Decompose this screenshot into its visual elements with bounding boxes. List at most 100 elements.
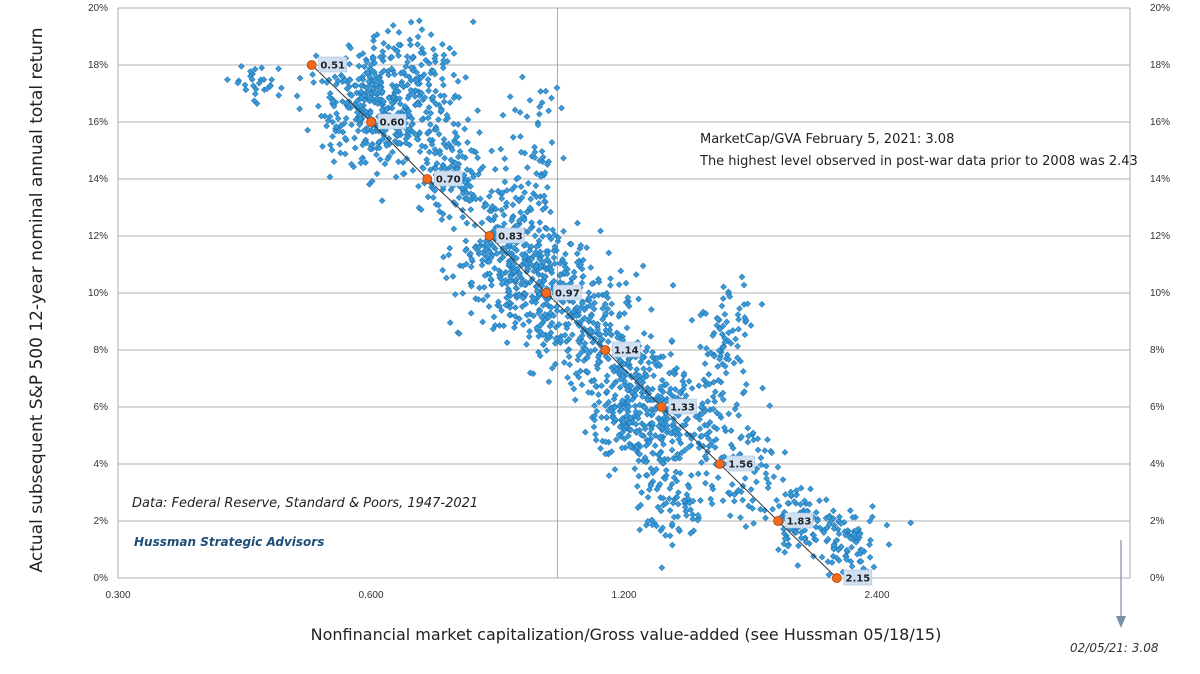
scatter-point — [587, 264, 595, 271]
scatter-point — [623, 324, 631, 332]
scatter-point — [866, 517, 874, 525]
scatter-point — [792, 491, 800, 499]
scatter-point — [380, 67, 388, 75]
scatter-point — [721, 362, 729, 370]
scatter-point — [593, 407, 601, 415]
scatter-point — [608, 300, 616, 308]
x-tick-label: 0.600 — [358, 590, 383, 601]
scatter-point — [677, 439, 685, 447]
scatter-point — [590, 423, 598, 431]
scatter-point — [567, 240, 575, 248]
scatter-point — [617, 267, 625, 275]
scatter-point — [384, 27, 392, 35]
tick-labels: 0% 0% 2% 2% 4% 4% 6% 6% 8% 8% 10% 10% 12% 12% 14% 14% 16… — [88, 3, 1170, 601]
scatter-point — [578, 381, 586, 389]
scatter-point — [611, 404, 619, 411]
scatter-point — [535, 200, 543, 207]
scatter-point — [741, 314, 749, 321]
scatter-point — [470, 173, 477, 181]
scatter-point — [664, 415, 672, 423]
scatter-point — [522, 300, 530, 308]
scatter-point — [716, 325, 724, 333]
scatter-point — [619, 397, 626, 404]
scatter-point — [499, 189, 506, 196]
scatter-point — [483, 201, 490, 209]
scatter-point — [545, 314, 553, 321]
scatter-point — [830, 545, 838, 553]
scatter-point — [355, 75, 363, 83]
scatter-point — [814, 517, 821, 525]
scatter-point — [440, 253, 447, 261]
scatter-point — [436, 150, 444, 158]
scatter-point — [571, 396, 579, 404]
scatter-point — [533, 170, 540, 177]
scatter-point — [511, 313, 519, 320]
scatter-point — [336, 140, 343, 148]
scatter-point — [369, 128, 376, 136]
scatter-point — [396, 100, 404, 108]
scatter-point — [738, 273, 746, 281]
y-tick-label: 2% — [94, 516, 109, 527]
scatter-point — [562, 250, 569, 258]
scatter-point — [538, 99, 546, 107]
scatter-point — [533, 287, 541, 295]
scatter-point — [431, 187, 439, 194]
scatter-point — [522, 260, 530, 268]
scatter-point — [252, 85, 260, 93]
x-tick-label: 2.400 — [864, 590, 889, 601]
scatter-point — [602, 402, 609, 410]
scatter-point — [603, 414, 610, 421]
scatter-point — [723, 318, 731, 326]
scatter-point — [439, 266, 446, 274]
scatter-point — [745, 432, 752, 440]
scatter-point — [238, 62, 245, 70]
scatter-point — [532, 182, 540, 190]
brand-label: Hussman Strategic Advisors — [134, 535, 324, 549]
scatter-point — [662, 467, 670, 474]
scatter-point — [820, 529, 828, 536]
scatter-point — [425, 104, 433, 111]
scatter-point — [687, 530, 695, 537]
scatter-point — [531, 148, 539, 156]
scatter-point — [714, 363, 722, 370]
scatter-point — [501, 155, 508, 163]
scatter-point — [477, 195, 484, 203]
scatter-point — [668, 520, 676, 528]
scatter-point — [657, 418, 665, 426]
scatter-point — [883, 521, 891, 529]
fit-point — [366, 117, 376, 127]
scatter-point — [545, 378, 553, 386]
scatter-point — [509, 133, 517, 141]
y-tick-label-right: 12% — [1150, 231, 1170, 242]
scatter-point — [312, 52, 320, 60]
scatter-point — [633, 443, 641, 451]
scatter-point — [828, 559, 836, 566]
scatter-point — [430, 67, 437, 75]
scatter-point — [523, 241, 530, 248]
scatter-point — [762, 470, 770, 477]
scatter-point — [573, 312, 580, 320]
scatter-point — [857, 558, 865, 565]
scatter-point — [712, 388, 719, 396]
scatter-point — [515, 315, 523, 323]
scatter-point — [511, 106, 519, 114]
scatter-points — [224, 17, 914, 579]
scatter-point — [327, 141, 334, 149]
scatter-point — [605, 355, 612, 363]
scatter-point — [318, 77, 326, 85]
scatter-point — [541, 169, 549, 177]
scatter-point — [744, 438, 752, 446]
scatter-point — [657, 507, 665, 515]
scatter-point — [361, 63, 368, 71]
scatter-point — [543, 347, 550, 354]
fit-point — [422, 174, 433, 184]
scatter-point — [720, 453, 728, 461]
scatter-point — [649, 348, 656, 356]
scatter-point — [414, 100, 421, 108]
scatter-point — [709, 405, 717, 413]
scatter-point — [585, 389, 592, 396]
scatter-point — [406, 36, 414, 44]
scatter-point — [241, 81, 249, 89]
scatter-point — [500, 220, 508, 228]
scatter-point — [385, 71, 392, 79]
